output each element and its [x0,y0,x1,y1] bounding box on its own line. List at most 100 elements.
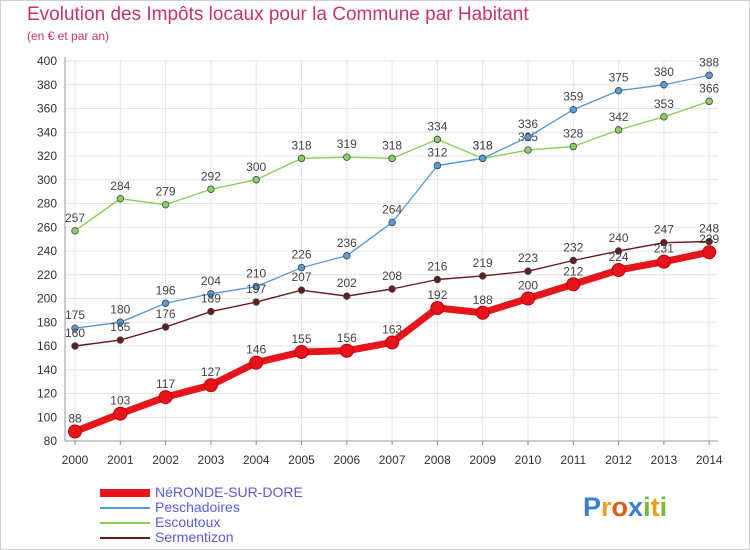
data-label-sermentizon-2009: 219 [473,256,493,270]
x-tick-label-2010: 2010 [515,453,542,467]
x-tick-label-2012: 2012 [605,453,632,467]
data-label-sermentizon-2000: 160 [65,326,85,340]
data-label-sermentizon-2003: 189 [201,292,221,306]
data-label-peschadoires-2010: 336 [518,117,538,131]
x-tick-label-2000: 2000 [62,453,89,467]
logo-letter: x [628,492,644,522]
data-label-n-ronde-sur-dore-2013: 231 [654,242,674,256]
data-point-n-ronde-sur-dore-2009 [475,305,490,320]
x-tick-label-2002: 2002 [152,453,179,467]
data-point-escoutoux-2008 [433,135,442,144]
data-point-sermentizon-2010 [524,267,532,275]
x-tick-label-2004: 2004 [243,453,270,467]
data-label-peschadoires-2011: 359 [563,90,583,104]
y-tick-label-200: 200 [37,292,57,306]
x-tick-label-2014: 2014 [696,453,723,467]
x-tick-label-2011: 2011 [560,453,586,467]
proxiti-logo: Proxiti [583,492,667,523]
data-point-peschadoires-2006 [343,252,351,260]
data-label-sermentizon-2012: 240 [609,231,629,245]
data-label-peschadoires-2004: 210 [246,267,266,281]
data-label-peschadoires-2014: 388 [699,55,719,69]
data-point-peschadoires-2000 [71,324,79,332]
y-tick-label-380: 380 [37,78,57,92]
data-label-peschadoires-2000: 175 [65,308,85,322]
y-tick-label-100: 100 [37,410,57,424]
data-label-n-ronde-sur-dore-2010: 200 [518,279,538,293]
data-label-sermentizon-2007: 208 [382,269,402,283]
data-point-sermentizon-2008 [433,275,442,284]
data-point-escoutoux-2012 [614,126,623,134]
data-label-escoutoux-2011: 328 [563,127,583,141]
x-tick-label-2005: 2005 [288,453,315,467]
data-label-escoutoux-2012: 342 [609,110,629,124]
logo-letter: t [650,492,660,522]
data-label-escoutoux-2001: 284 [110,179,130,193]
data-label-n-ronde-sur-dore-2006: 156 [337,331,357,345]
data-label-sermentizon-2008: 216 [427,260,447,274]
data-point-sermentizon-2009 [479,272,487,280]
y-tick-label-120: 120 [37,387,57,401]
logo-letter: i [643,492,651,522]
data-point-n-ronde-sur-dore-2005 [294,344,309,359]
data-label-escoutoux-2013: 353 [654,97,674,111]
x-tick-label-2006: 2006 [333,453,360,467]
data-point-n-ronde-sur-dore-2011 [566,277,581,292]
data-label-sermentizon-2013: 247 [654,223,674,237]
data-point-n-ronde-sur-dore-2013 [656,254,671,269]
data-label-n-ronde-sur-dore-2001: 103 [110,394,130,408]
data-point-n-ronde-sur-dore-2008 [430,301,445,315]
data-point-peschadoires-2011 [569,105,577,114]
data-label-n-ronde-sur-dore-2005: 155 [291,332,311,346]
data-label-sermentizon-2005: 207 [291,270,311,284]
x-tick-label-2003: 2003 [198,453,225,467]
y-tick-label-260: 260 [37,220,57,234]
data-point-n-ronde-sur-dore-2004 [249,355,264,370]
data-label-escoutoux-2014: 366 [699,81,719,95]
data-label-n-ronde-sur-dore-2009: 188 [473,293,493,307]
data-point-peschadoires-2014 [705,71,713,79]
data-label-escoutoux-2005: 318 [291,138,311,152]
data-point-n-ronde-sur-dore-2001 [113,406,128,421]
data-label-n-ronde-sur-dore-2002: 117 [156,377,175,391]
data-point-n-ronde-sur-dore-2014 [702,245,717,260]
data-point-sermentizon-2007 [388,285,396,293]
data-point-sermentizon-2005 [297,286,306,294]
data-label-sermentizon-2002: 176 [156,307,176,321]
data-point-escoutoux-2004 [252,176,260,184]
data-point-escoutoux-2010 [524,146,532,154]
data-label-sermentizon-2006: 202 [337,276,357,290]
data-label-escoutoux-2009: 318 [473,138,493,152]
data-point-peschadoires-2013 [660,81,668,89]
y-tick-label-360: 360 [37,102,57,116]
data-label-peschadoires-2012: 375 [609,71,629,85]
y-tick-label-180: 180 [37,315,57,329]
data-point-escoutoux-2005 [297,154,306,163]
data-label-escoutoux-2000: 257 [65,211,85,225]
data-point-n-ronde-sur-dore-2010 [521,291,535,306]
data-point-peschadoires-2004 [252,282,260,291]
data-point-sermentizon-2002 [161,323,170,331]
data-point-sermentizon-2013 [660,238,668,247]
legend-label-sermentizon: Sermentizon [155,529,234,545]
data-label-sermentizon-2014: 248 [699,222,719,236]
data-point-escoutoux-2007 [388,154,396,163]
data-point-escoutoux-2014 [705,97,713,106]
y-tick-label-340: 340 [37,125,57,139]
data-point-escoutoux-2003 [207,185,215,193]
data-point-sermentizon-2000 [71,342,79,350]
data-label-n-ronde-sur-dore-2007: 163 [382,322,402,336]
data-point-escoutoux-2011 [569,142,577,151]
data-label-n-ronde-sur-dore-2008: 192 [427,288,447,302]
data-point-sermentizon-2006 [343,292,351,300]
data-point-peschadoires-2001 [116,318,124,326]
data-label-sermentizon-2011: 232 [563,241,583,255]
y-tick-label-280: 280 [37,197,57,211]
y-tick-label-220: 220 [37,268,57,282]
data-point-escoutoux-2001 [116,195,124,203]
x-tick-label-2009: 2009 [469,453,496,467]
data-label-peschadoires-2009: 318 [473,138,493,152]
data-label-peschadoires-2007: 264 [382,203,402,217]
y-tick-label-300: 300 [37,173,57,187]
